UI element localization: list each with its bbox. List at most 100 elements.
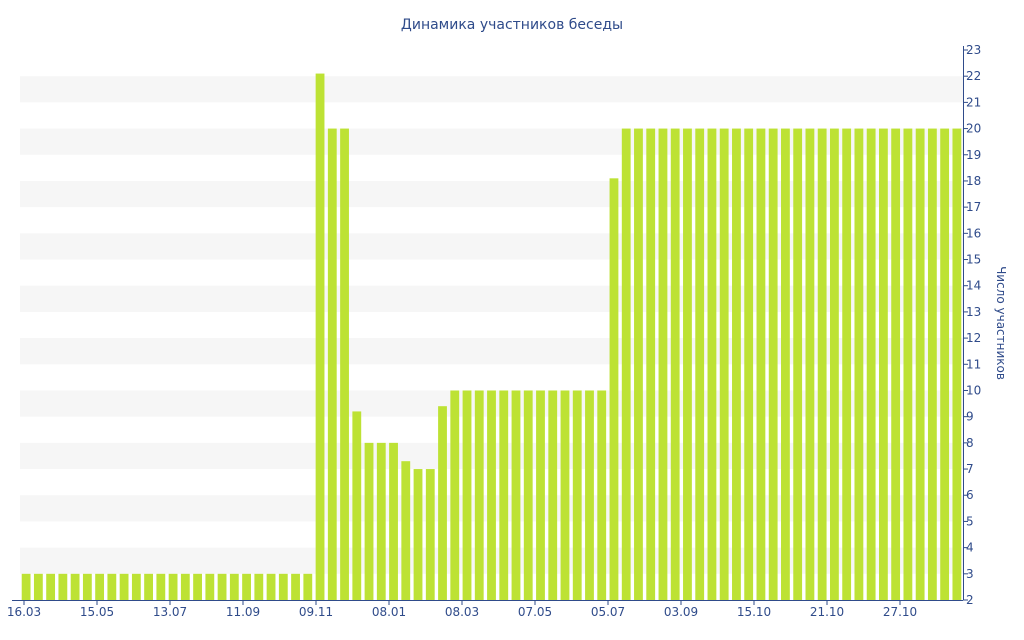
bar [340,128,349,600]
bar [82,573,92,600]
bar [46,573,56,600]
bar [389,442,398,600]
bar [646,128,656,600]
bar [180,573,190,600]
y-tick-label: 18 [966,174,981,188]
bar [768,128,778,600]
x-tick-label: 09.11 [299,605,333,619]
bar [462,390,472,600]
y-tick-label: 11 [966,357,981,371]
y-axis-label: Число участников [994,266,1008,380]
bar [597,390,607,600]
bar [205,573,215,600]
bar [817,128,827,600]
x-tick-label: 21.10 [810,605,844,619]
bar [70,573,80,600]
bar [548,390,558,600]
bar [315,73,325,600]
bar [854,128,864,600]
bar [95,573,105,600]
bar [156,573,166,600]
bar [450,390,460,600]
bar [303,573,313,600]
bar [621,128,631,600]
y-tick-label: 12 [966,331,981,345]
bar [168,573,178,600]
bar [634,128,643,600]
bar [536,390,545,600]
y-tick-label: 14 [966,279,981,293]
bar [254,573,264,600]
bar [658,128,668,600]
bar [291,573,300,600]
y-tick-label: 4 [966,541,974,555]
bar [229,573,239,600]
x-tick-label: 13.07 [153,605,187,619]
bar [266,573,276,600]
y-tick-label: 23 [966,43,981,57]
y-tick-label: 19 [966,148,981,162]
x-tick-label: 08.03 [445,605,479,619]
y-tick-label: 16 [966,226,981,240]
y-tick-label: 6 [966,488,974,502]
y-tick-label: 2 [966,593,974,607]
x-axis-ticks: 16.03 15.05 13.07 11.09 09.11 08.01 08.03 07.05… [7,600,917,619]
bar [940,128,950,600]
bar [842,128,852,600]
x-tick-label: 15.10 [737,605,771,619]
bar [915,128,925,600]
bar [732,128,741,600]
y-tick-label: 15 [966,253,981,267]
y-tick-label: 5 [966,514,974,528]
bar [670,128,680,600]
bar [107,573,117,600]
bar [131,573,141,600]
bar [499,390,509,600]
bar [744,128,754,600]
bar [585,390,594,600]
y-tick-label: 17 [966,200,981,214]
bar [413,469,423,600]
bar [511,390,521,600]
bar [376,442,386,600]
y-tick-label: 9 [966,410,974,424]
bars [21,73,962,600]
bar [891,128,901,600]
bar [193,573,202,600]
chart-title: Динамика участников беседы [401,17,623,33]
bar [719,128,729,600]
bar [609,178,619,600]
y-tick-label: 10 [966,383,981,397]
y-tick-label: 22 [966,69,981,83]
grid-band [20,76,963,103]
bar [21,573,31,600]
bar [952,128,962,600]
y-tick-label: 20 [966,122,981,136]
bar [707,128,717,600]
x-tick-label: 03.09 [664,605,698,619]
bar [487,390,496,600]
x-tick-label: 05.07 [591,605,625,619]
y-tick-label: 7 [966,462,974,476]
bar [781,128,790,600]
bar [33,573,43,600]
x-tick-label: 16.03 [7,605,41,619]
bar [830,128,839,600]
bar [572,390,582,600]
x-tick-label: 08.01 [372,605,406,619]
x-tick-label: 07.05 [518,605,552,619]
bar [438,406,447,600]
bar [425,469,435,600]
y-tick-label: 3 [966,567,974,581]
bar [119,573,129,600]
bar [58,573,68,600]
bar [352,411,362,600]
y-tick-label: 8 [966,436,974,450]
bar [242,573,251,600]
bar [401,461,411,600]
bar [327,128,337,600]
bar [878,128,888,600]
y-tick-label: 13 [966,305,981,319]
